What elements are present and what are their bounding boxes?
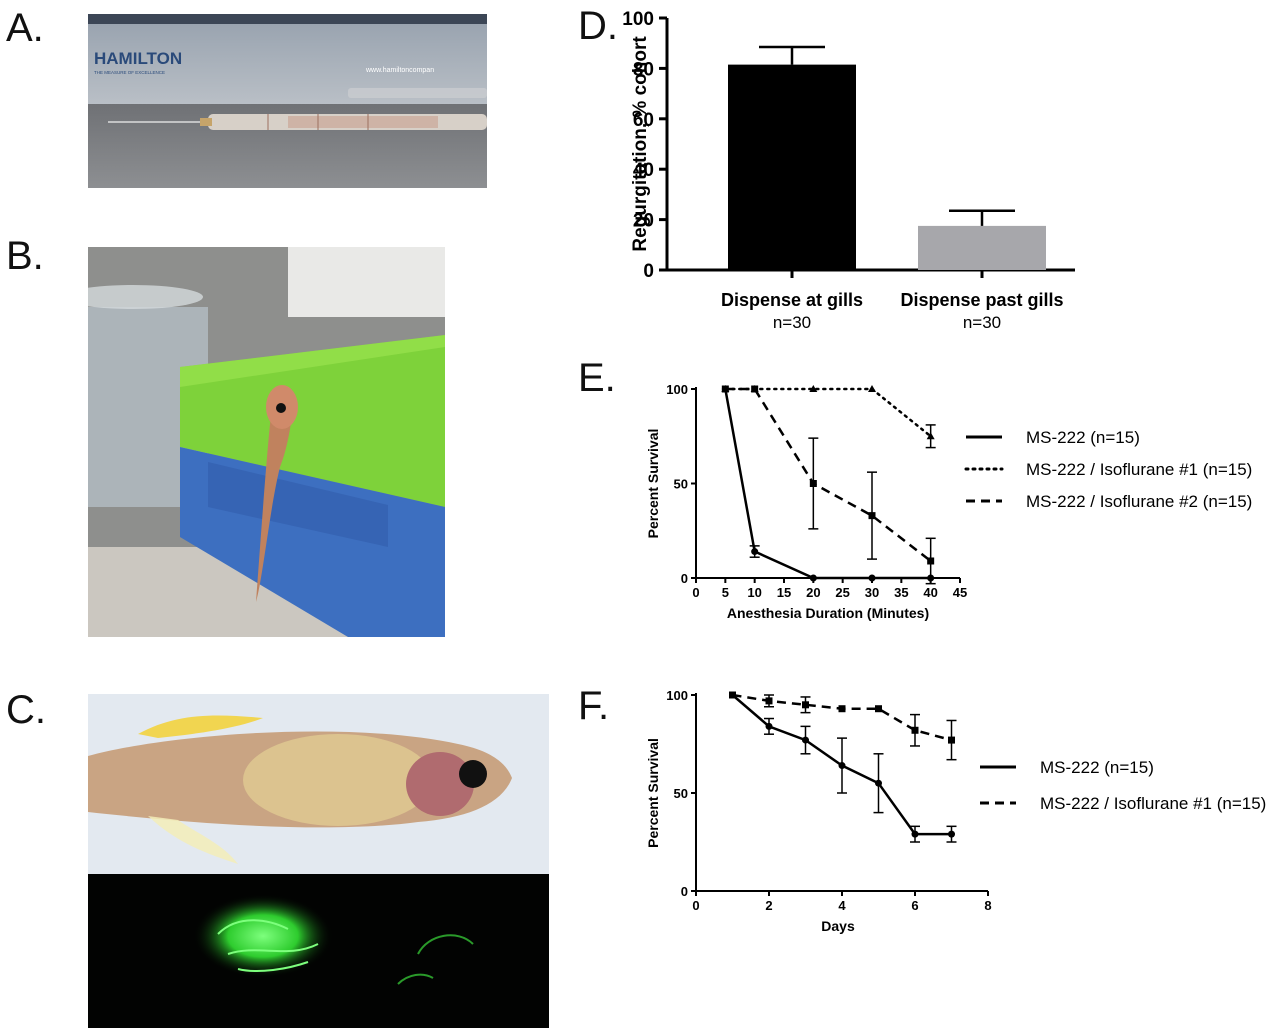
- data-point: [802, 701, 809, 709]
- y-tick-label: 0: [643, 261, 654, 282]
- y-axis-title: Percent Survival: [645, 738, 661, 848]
- fluorescence-illustration: [88, 874, 549, 1028]
- panel-label-f: F.: [578, 684, 610, 728]
- data-point: [868, 385, 876, 392]
- data-point: [911, 726, 919, 734]
- series-3: [721, 385, 936, 585]
- y-axis-title: Percent Survival: [645, 429, 661, 539]
- box-brand-text: HAMILTON: [94, 49, 182, 68]
- series-line: [732, 693, 952, 742]
- photo-fish-sponge: [88, 247, 445, 637]
- x-tick-label: 20: [806, 585, 820, 600]
- data-point: [765, 722, 773, 730]
- legend-label: MS-222 (n=15): [1040, 758, 1154, 777]
- data-point: [868, 574, 876, 582]
- data-point: [721, 385, 729, 393]
- data-point: [838, 762, 846, 770]
- y-tick-label: 100: [666, 688, 688, 703]
- box-tagline-text: THE MEASURE OF EXCELLENCE: [94, 70, 165, 75]
- category-sublabel: n=30: [773, 313, 811, 332]
- legend-label: MS-222 / Isoflurane #1 (n=15): [1026, 460, 1252, 479]
- x-tick-label: 45: [953, 585, 967, 600]
- y-tick-label: 50: [674, 477, 688, 492]
- x-tick-label: 15: [777, 585, 791, 600]
- box-url-text: www.hamiltoncompan: [365, 67, 434, 74]
- chart-f-days-survival: 0 50 100 0 2 4 6 8 Days Percent Survival MS-222 (n…: [645, 688, 1266, 934]
- y-axis-title: Regurgitation, % cohort: [630, 36, 651, 252]
- syringe-illustration: HAMILTON THE MEASURE OF EXCELLENCE www.h…: [88, 14, 487, 188]
- x-tick-label: 30: [865, 585, 879, 600]
- x-tick-label: 0: [692, 585, 699, 600]
- data-point: [868, 512, 876, 520]
- y-tick-label: 50: [674, 786, 688, 801]
- category-sublabel: n=30: [963, 313, 1001, 332]
- series-line: [725, 387, 932, 562]
- bar: [728, 64, 856, 271]
- panel-label-a: A.: [6, 6, 44, 50]
- x-tick-label: 40: [923, 585, 937, 600]
- panel-label-e: E.: [578, 356, 616, 400]
- sponge-illustration: [88, 247, 445, 637]
- series-2: [729, 691, 957, 761]
- category-label: Dispense past gills: [900, 290, 1063, 310]
- series-line: [724, 387, 932, 438]
- y-tick-label: 100: [622, 9, 654, 30]
- data-point: [802, 736, 809, 744]
- x-tick-label: 5: [722, 585, 729, 600]
- data-point: [948, 736, 955, 744]
- y-tick-label: 0: [681, 571, 688, 586]
- y-tick-label: 0: [681, 884, 688, 899]
- data-point: [875, 705, 882, 713]
- legend-label: MS-222 (n=15): [1026, 428, 1140, 447]
- x-tick-label: 10: [747, 585, 761, 600]
- bar: [918, 225, 1046, 270]
- data-point: [875, 779, 882, 787]
- series-2: [721, 385, 936, 449]
- data-point: [926, 432, 935, 440]
- data-point: [911, 830, 919, 838]
- x-axis-title: Anesthesia Duration (Minutes): [727, 605, 929, 621]
- data-point: [751, 548, 759, 556]
- data-point: [948, 830, 955, 838]
- legend-label: MS-222 / Isoflurane #1 (n=15): [1040, 794, 1266, 813]
- photo-syringe: HAMILTON THE MEASURE OF EXCELLENCE www.h…: [88, 14, 487, 188]
- series-1: [721, 385, 935, 582]
- data-point: [809, 574, 817, 582]
- category-label: Dispense at gills: [721, 290, 863, 310]
- y-tick-label: 20: [633, 211, 654, 232]
- photo-fish-brightfield: [88, 694, 549, 874]
- chart-e-anesthesia-survival: 0 50 100 0 5 10 15 20 25 30 35 40 45 Anesthesia Durat…: [645, 382, 1252, 621]
- x-tick-label: 8: [984, 898, 991, 913]
- x-tick-label: 2: [765, 898, 772, 913]
- chart-d-regurgitation: 0 20 40 60 80 100 Dispense at gills n=30 Dispens…: [622, 9, 1075, 332]
- panel-label-d: D.: [578, 4, 618, 48]
- legend-label: MS-222 / Isoflurane #2 (n=15): [1026, 492, 1252, 511]
- data-point: [809, 480, 817, 487]
- x-tick-label: 25: [835, 585, 849, 600]
- x-tick-label: 0: [692, 898, 699, 913]
- y-tick-label: 40: [633, 160, 654, 181]
- photo-fish-fluorescence: [88, 874, 549, 1028]
- data-point: [765, 697, 773, 705]
- y-tick-label: 60: [633, 110, 654, 131]
- panel-label-c: C.: [6, 688, 46, 732]
- panel-label-b: B.: [6, 234, 44, 278]
- x-tick-label: 4: [838, 898, 846, 913]
- x-tick-label: 35: [894, 585, 908, 600]
- y-tick-label: 100: [666, 382, 688, 397]
- data-point: [927, 557, 935, 565]
- data-point: [751, 385, 759, 393]
- fish-illustration: [88, 694, 549, 874]
- x-tick-label: 6: [911, 898, 918, 913]
- data-point: [809, 385, 818, 392]
- x-axis-title: Days: [821, 918, 855, 934]
- data-point: [838, 705, 846, 713]
- data-point: [729, 691, 736, 699]
- y-tick-label: 80: [633, 59, 654, 80]
- series-1: [729, 691, 957, 843]
